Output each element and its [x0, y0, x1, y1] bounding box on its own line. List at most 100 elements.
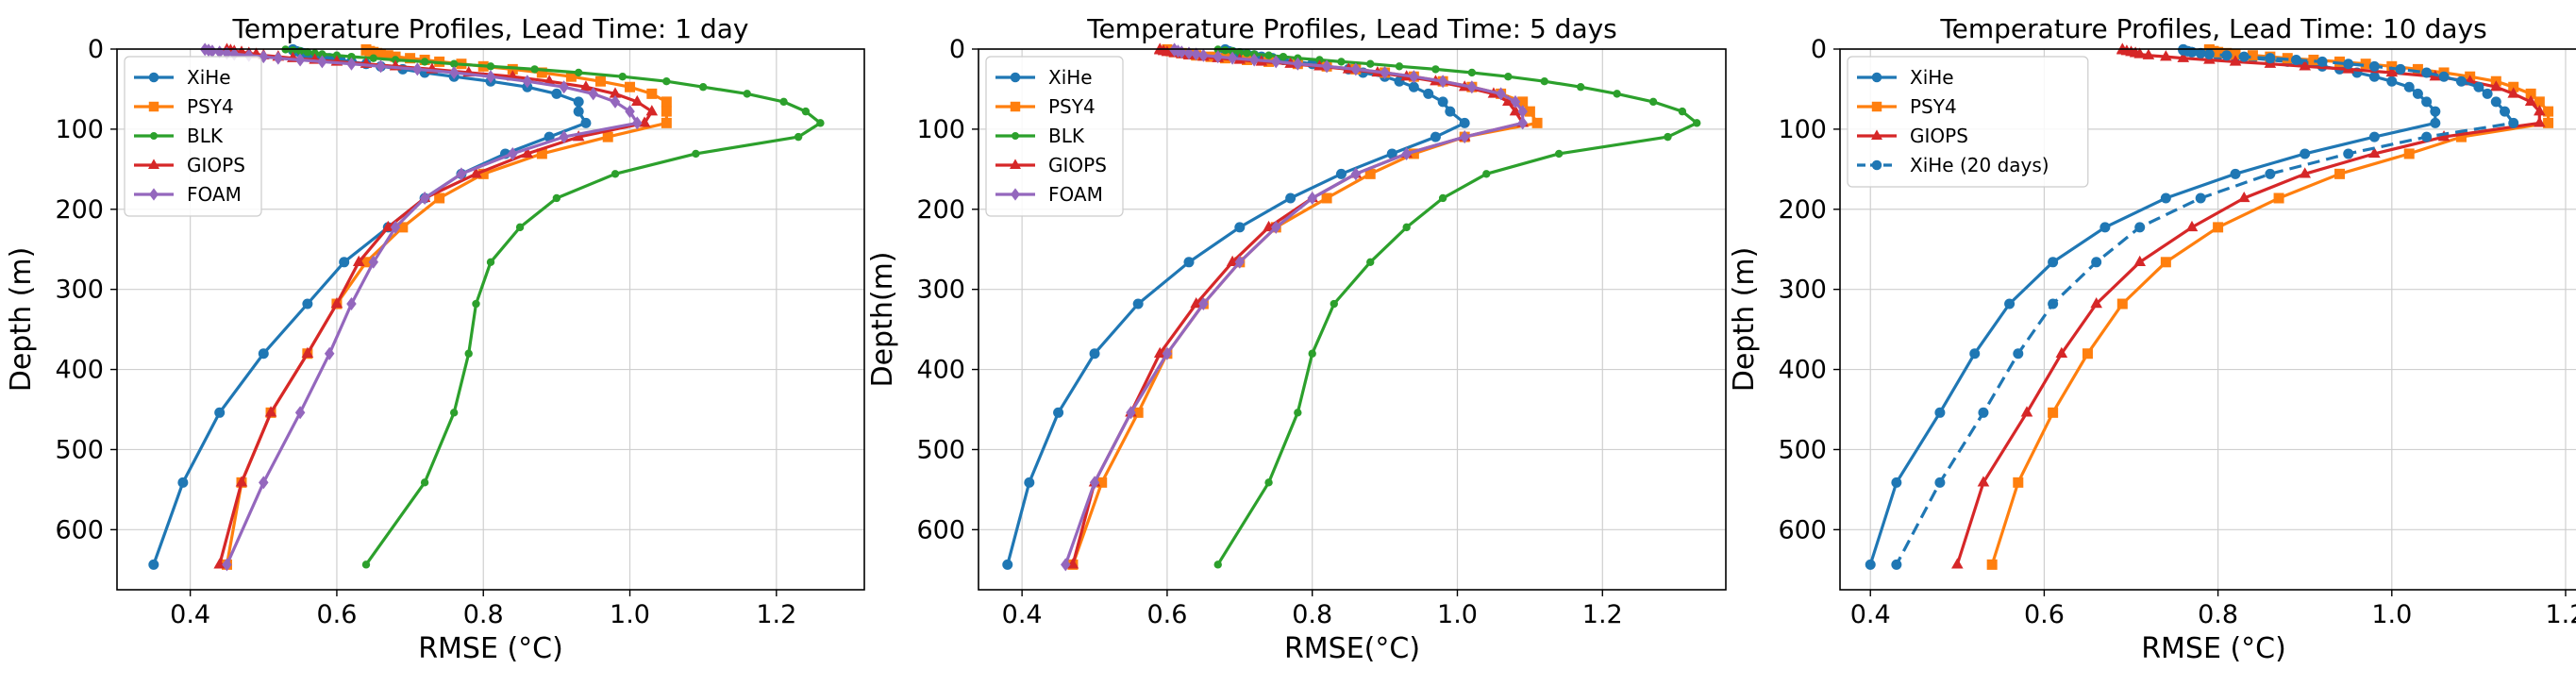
- data-point: [2238, 51, 2250, 62]
- data-point: [1482, 170, 1491, 178]
- data-point: [2055, 346, 2068, 358]
- data-point: [302, 298, 313, 310]
- y-axis-label: Depth (m): [5, 247, 38, 393]
- x-tick-label: 1.2: [2546, 600, 2576, 629]
- data-point: [2273, 192, 2284, 204]
- legend-marker: [1010, 101, 1021, 112]
- data-point: [360, 257, 372, 268]
- y-tick-label: 300: [55, 276, 104, 305]
- y-tick-label: 0: [949, 35, 965, 64]
- data-point: [1951, 558, 1964, 569]
- data-point: [264, 406, 277, 417]
- legend-label: XiHe: [187, 66, 231, 89]
- data-point: [368, 255, 379, 269]
- data-point: [2048, 298, 2059, 310]
- axis-ticks: 0.4 0.6 0.8 1.0 1.2 0 100 200 300 400 500 600: [916, 35, 1622, 629]
- data-point: [420, 58, 429, 66]
- data-point: [2543, 117, 2554, 128]
- data-point: [559, 80, 569, 94]
- x-tick-label: 0.8: [1292, 600, 1332, 629]
- legend-marker: [1010, 72, 1021, 83]
- data-point: [2099, 222, 2111, 233]
- legend-item: BLK: [995, 125, 1085, 147]
- x-tick-label: 1.2: [1582, 600, 1623, 629]
- data-point: [638, 116, 651, 127]
- x-tick-label: 0.8: [463, 600, 504, 629]
- y-tick-label: 300: [916, 276, 965, 305]
- data-point: [1234, 222, 1246, 233]
- data-point: [1366, 59, 1375, 68]
- data-point: [1969, 348, 1981, 360]
- data-point: [1271, 220, 1281, 234]
- legend-marker: [1010, 159, 1021, 169]
- data-point: [1977, 476, 1990, 487]
- data-point: [625, 105, 635, 119]
- data-point: [456, 167, 467, 181]
- data-point: [2508, 117, 2519, 128]
- legend-label: GIOPS: [187, 154, 245, 176]
- x-tick-label: 0.6: [1146, 600, 1187, 629]
- data-point: [661, 96, 672, 108]
- data-point: [2507, 87, 2520, 98]
- data-point: [1191, 47, 1201, 61]
- data-point: [1337, 58, 1346, 66]
- data-point: [2133, 47, 2147, 59]
- data-point: [630, 94, 644, 107]
- data-point: [1496, 87, 1506, 101]
- data-point: [2412, 63, 2423, 75]
- data-point: [1126, 406, 1136, 420]
- data-point: [1437, 96, 1448, 108]
- data-point: [449, 409, 459, 417]
- x-tick-label: 0.4: [1002, 600, 1043, 629]
- panel-lead-1-day: Temperature Profiles, Lead Time: 1 day 0…: [5, 13, 865, 665]
- data-point: [2534, 105, 2546, 116]
- data-point: [2343, 148, 2354, 159]
- data-point: [1089, 348, 1100, 360]
- data-point: [2421, 131, 2433, 142]
- y-tick-label: 200: [1778, 195, 1827, 225]
- legend-marker: [1871, 129, 1882, 140]
- data-point: [2299, 167, 2311, 178]
- data-point: [2308, 54, 2319, 65]
- plot-area: [1865, 42, 2554, 570]
- panel-lead-5-days: Temperature Profiles, Lead Time: 5 days …: [866, 13, 1727, 665]
- data-point: [382, 50, 393, 61]
- x-tick-label: 0.4: [170, 600, 210, 629]
- y-axis-label: Depth(m): [866, 251, 899, 387]
- data-point: [536, 148, 547, 159]
- data-point: [1307, 191, 1317, 205]
- data-point: [1162, 346, 1173, 360]
- y-tick-label: 300: [1778, 276, 1827, 305]
- legend-item: XiHe (20 days): [1857, 154, 2049, 176]
- data-point: [1577, 83, 1585, 92]
- data-point: [1089, 476, 1100, 490]
- data-point: [2403, 148, 2415, 159]
- y-tick-label: 0: [1811, 35, 1827, 64]
- data-point: [580, 117, 592, 128]
- data-point: [346, 297, 357, 311]
- data-point: [2385, 65, 2399, 77]
- data-point: [472, 299, 480, 309]
- data-point: [1891, 559, 1902, 570]
- data-point: [235, 476, 248, 487]
- data-point: [816, 119, 825, 127]
- data-point: [2525, 88, 2536, 99]
- data-point: [1934, 407, 1946, 418]
- data-point: [2300, 148, 2311, 159]
- data-point: [1066, 558, 1079, 569]
- legend-label: BLK: [1048, 125, 1085, 147]
- data-point: [2482, 88, 2493, 99]
- data-point: [486, 258, 495, 267]
- data-point: [324, 346, 335, 360]
- data-point: [2160, 192, 2171, 204]
- data-point: [530, 65, 539, 74]
- data-point: [579, 80, 593, 92]
- data-point: [646, 88, 658, 99]
- panel-lead-10-days: Temperature Profiles, Lead Time: 10 days…: [1728, 13, 2576, 665]
- series-line: [285, 47, 823, 566]
- data-point: [515, 223, 525, 232]
- data-point: [1213, 50, 1223, 64]
- data-point: [2368, 60, 2380, 72]
- data-point: [661, 106, 672, 117]
- data-point: [2185, 220, 2199, 232]
